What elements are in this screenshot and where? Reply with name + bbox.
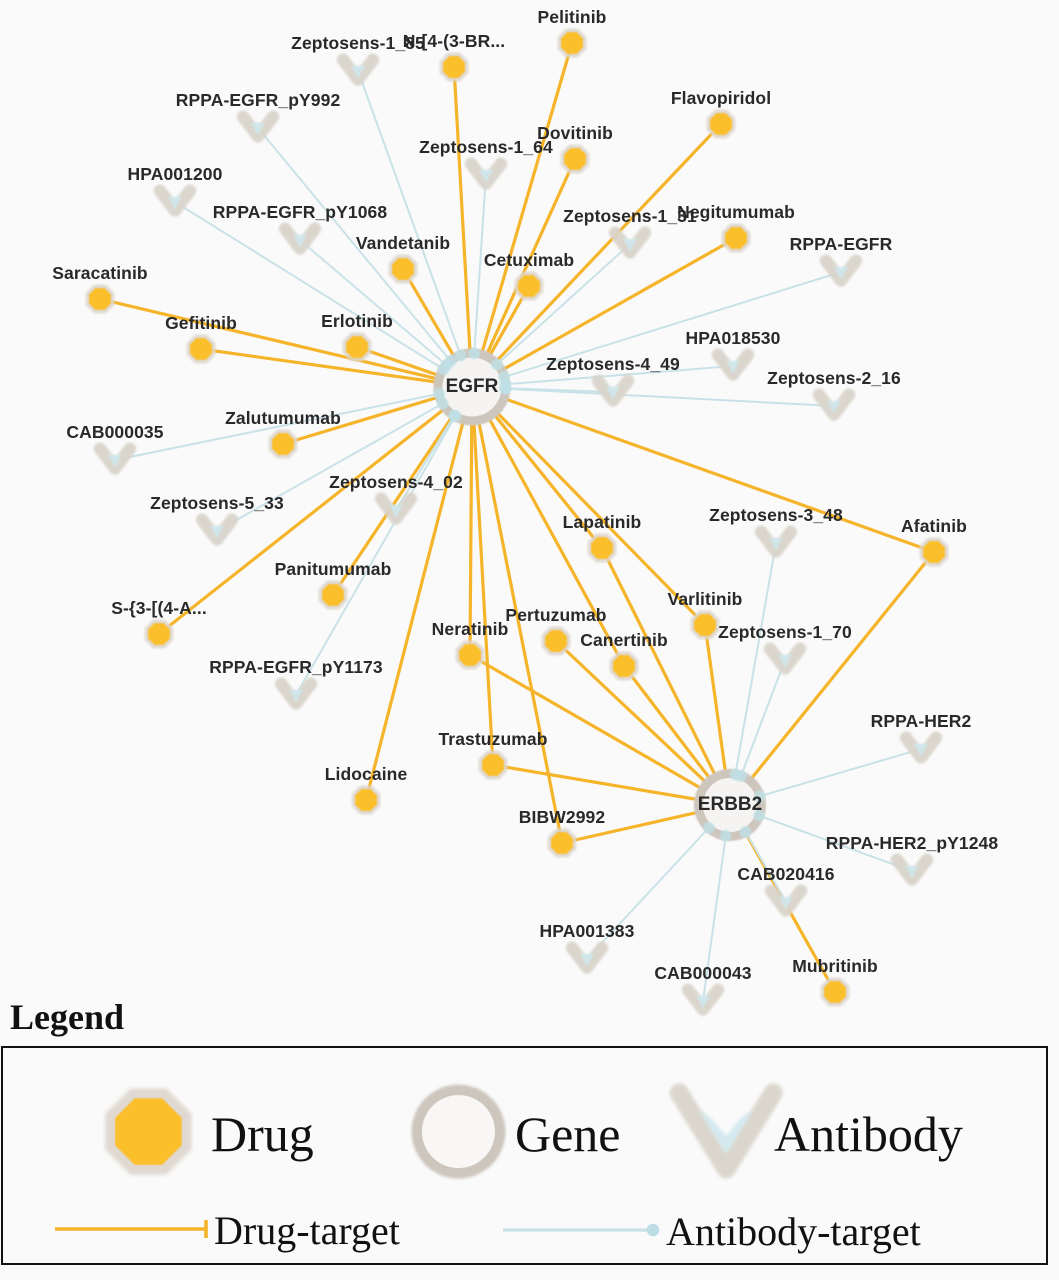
svg-text:Antibody: Antibody [774, 1106, 963, 1162]
svg-text:Drug-target: Drug-target [214, 1208, 400, 1253]
svg-text:Drug: Drug [211, 1106, 314, 1162]
svg-text:Antibody-target: Antibody-target [666, 1209, 921, 1254]
svg-text:Gene: Gene [515, 1106, 621, 1162]
